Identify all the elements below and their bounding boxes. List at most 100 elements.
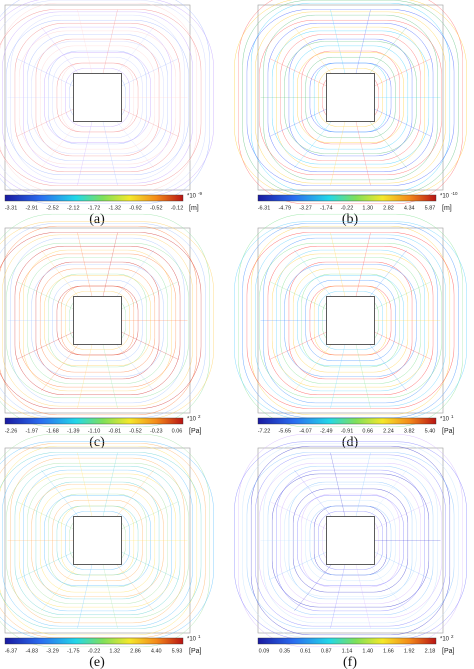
- colorbar: [4, 194, 184, 202]
- contour-line: [0, 226, 197, 415]
- unit: [Pa]: [189, 648, 202, 655]
- colorbar-tick-label: -1.32: [108, 205, 121, 211]
- unit: [m]: [189, 205, 199, 212]
- colorbar-tick-label: 1.32: [109, 648, 120, 654]
- contour-line: [0, 443, 205, 637]
- contour-line: [0, 9, 201, 185]
- colorbar-tick-label: -2.12: [67, 205, 80, 211]
- colorbar-tick-label: 0.87: [321, 648, 332, 654]
- colorbar-tick-label: -0.52: [129, 428, 142, 434]
- colorbar-tick-label: -3.27: [299, 205, 312, 211]
- colorbar-tick-label: -6.31: [258, 205, 271, 211]
- colorbar-tick-label: -0.81: [108, 428, 121, 434]
- colorbar-tick-label: -0.23: [150, 428, 163, 434]
- colorbar-tick-label: 0.09: [259, 648, 270, 654]
- colorbar-tick-label: -6.37: [5, 648, 18, 654]
- panel: -7.22 -5.65 -4.07 -2.49 -0.91 0.66 2.24 3.82 5.4…: [234, 214, 466, 450]
- panel: -2.26 -1.97 -1.68 -1.39 -1.10 -0.81 -0.52 -0.23…: [0, 214, 214, 450]
- colorbar-tick-label: -1.68: [46, 428, 59, 434]
- multiplier: *10: [187, 637, 197, 643]
- contour-line: [239, 214, 463, 427]
- colorbar-tick-label: 2.86: [130, 648, 141, 654]
- multiplier: *10: [440, 194, 450, 200]
- colorbar-tick-label: -2.91: [25, 205, 38, 211]
- contour-line: [260, 243, 442, 398]
- exponent: -9: [198, 191, 202, 196]
- hole: [73, 296, 122, 345]
- colorbar-tick-label: 2.18: [425, 648, 436, 654]
- colorbar-tick-label: -2.52: [46, 205, 59, 211]
- contour-line: [255, 455, 445, 626]
- panel-label: (c): [89, 435, 105, 450]
- contour-line: [0, 0, 205, 194]
- panel-label: (e): [89, 655, 105, 669]
- colorbar-tick-label: 1.14: [342, 648, 353, 654]
- colorbar-tick-label: 1.92: [404, 648, 415, 654]
- colorbar-tick-label: 3.82: [404, 428, 415, 434]
- hole: [326, 516, 375, 565]
- colorbar: [257, 194, 437, 202]
- colorbar: [4, 637, 184, 645]
- colorbar-tick-label: -1.39: [67, 428, 80, 434]
- colorbar-tick-label: 1.40: [362, 648, 373, 654]
- colorbar: [257, 637, 437, 645]
- colorbar-tick-label: -5.65: [278, 428, 291, 434]
- contour-line: [251, 226, 450, 415]
- multiplier: *10: [440, 417, 450, 423]
- colorbar-tick-label: -0.22: [341, 205, 354, 211]
- contour-line: [0, 232, 201, 408]
- contour-line: [247, 9, 454, 185]
- colorbar-tick-label: 1.30: [362, 205, 373, 211]
- contour-line: [2, 235, 192, 406]
- colorbar-tick-label: -4.83: [25, 648, 38, 654]
- colorbar: [257, 417, 437, 425]
- exponent: -10: [451, 191, 458, 196]
- colorbar-tick-label: -2.49: [320, 428, 333, 434]
- colorbar-tick-label: -4.07: [299, 428, 312, 434]
- contour-line: [243, 443, 459, 637]
- colorbar-tick-label: -1.10: [88, 428, 101, 434]
- colorbar-tick-label: 0.66: [362, 428, 373, 434]
- colorbar-tick-label: 4.40: [151, 648, 162, 654]
- contour-line: [243, 223, 459, 417]
- colorbar-tick-label: 4.34: [404, 205, 415, 211]
- unit: [Pa]: [189, 428, 202, 435]
- colorbar-tick-label: -2.26: [5, 428, 18, 434]
- contour-line: [7, 20, 189, 175]
- contour-line: [239, 434, 463, 647]
- contour-line: [239, 0, 463, 204]
- contour-line: [0, 214, 210, 427]
- colorbar-tick-label: -0.22: [88, 648, 101, 654]
- contour-line: [0, 452, 201, 628]
- exponent: 1: [198, 634, 201, 639]
- panel-label: (d): [342, 435, 359, 450]
- contour-line: [0, 446, 197, 635]
- contour-line: [255, 12, 445, 183]
- colorbar-tick-label: 2.82: [383, 205, 394, 211]
- colorbar-tick-label: -3.29: [46, 648, 59, 654]
- colorbar-tick-label: -1.97: [25, 428, 38, 434]
- panel-label: (b): [342, 212, 359, 227]
- colorbar-tick-label: -7.22: [258, 428, 271, 434]
- contour-line: [255, 235, 445, 406]
- contour-line: [0, 434, 210, 647]
- colorbar-tick-label: -0.12: [171, 205, 184, 211]
- panel: 0.09 0.35 0.61 0.87 1.14 1.40 1.66 1.92 2.18 *10 2…: [234, 434, 466, 669]
- panel: -6.31 -4.79 -3.27 -1.74 -0.22 1.30 2.82 4.34 5.8…: [234, 0, 466, 227]
- colorbar-tick-label: -1.72: [88, 205, 101, 211]
- hole: [73, 73, 122, 122]
- contour-line: [0, 223, 205, 417]
- unit: [Pa]: [442, 428, 455, 435]
- contour-line: [251, 3, 450, 192]
- colorbar-tick-label: 0.35: [279, 648, 290, 654]
- exponent: 2: [451, 634, 454, 639]
- colorbar-tick-label: 0.61: [300, 648, 311, 654]
- colorbar-tick-label: 5.87: [425, 205, 436, 211]
- colorbar-tick-label: -0.52: [150, 205, 163, 211]
- colorbar-tick-label: -1.75: [67, 648, 80, 654]
- colorbar-tick-label: -0.91: [341, 428, 354, 434]
- colorbar-tick-label: 0.06: [172, 428, 183, 434]
- contour-line: [247, 232, 454, 408]
- contour-line: [260, 20, 442, 175]
